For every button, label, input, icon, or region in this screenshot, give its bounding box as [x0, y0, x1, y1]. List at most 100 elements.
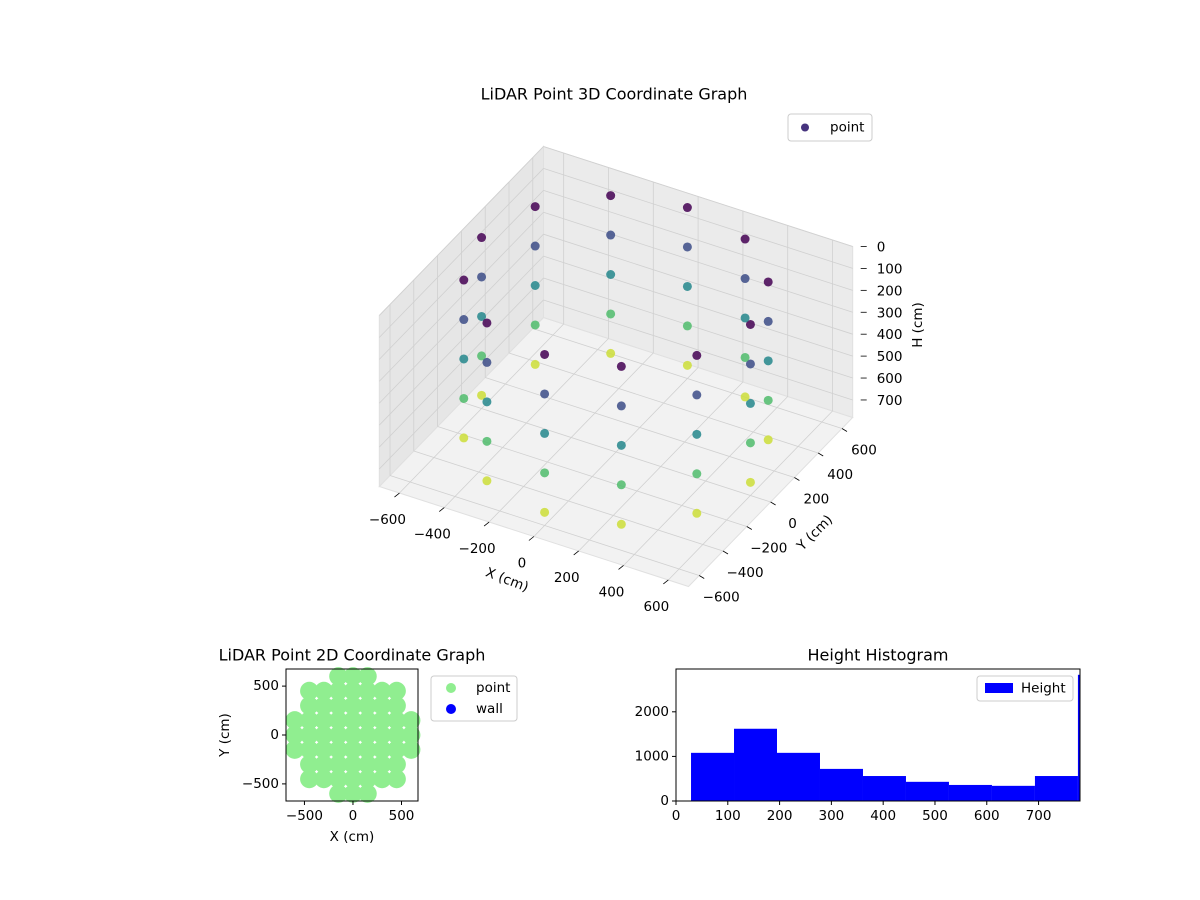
point [358, 681, 377, 701]
bar [991, 785, 1035, 801]
point [314, 725, 334, 745]
point [740, 274, 750, 284]
legend-label: point [830, 120, 864, 136]
x-tick-label: 700 [1026, 808, 1052, 824]
point [329, 784, 348, 803]
point [358, 725, 377, 745]
tick-mark [394, 492, 400, 498]
point [682, 203, 692, 213]
point [616, 361, 626, 371]
x-tick-label: 200 [767, 808, 793, 824]
tick-mark [699, 575, 705, 579]
y-tick-label: 400 [827, 467, 853, 483]
point [358, 755, 377, 774]
point [358, 740, 377, 759]
chart-title: LiDAR Point 3D Coordinate Graph [481, 85, 748, 104]
y-tick-label: 0 [270, 727, 279, 743]
point [343, 740, 363, 759]
point [387, 681, 406, 701]
point [343, 769, 363, 789]
point [401, 740, 421, 759]
grid-line [379, 190, 544, 360]
point [358, 711, 377, 730]
y-tick-label: 600 [851, 443, 877, 459]
point [329, 725, 348, 745]
chart-histogram: 0 100 200 300 400 500 600 700 0 1000 2000 Height Hi… [635, 646, 1081, 824]
z-tick-label: 0 [877, 240, 886, 256]
tick-mark [483, 521, 490, 527]
point [372, 696, 392, 715]
point [459, 433, 469, 443]
point [740, 234, 750, 244]
y-tick-label: 0 [788, 516, 797, 532]
point [300, 740, 319, 759]
x-tick-label: 300 [818, 808, 844, 824]
y-tick-label: 0 [660, 793, 669, 809]
tick-mark [794, 477, 800, 481]
bar [777, 752, 820, 801]
z-tick-label: 400 [877, 327, 903, 343]
point [459, 354, 469, 364]
point [763, 316, 773, 326]
z-tick-label: 700 [877, 393, 903, 409]
bar [1034, 776, 1078, 801]
point [314, 711, 334, 730]
point [540, 468, 550, 478]
point [482, 436, 492, 446]
point [530, 320, 540, 330]
point [459, 315, 469, 325]
point [692, 508, 702, 518]
y-tick-label: −400 [726, 565, 763, 581]
x-tick-label: 0 [672, 808, 681, 824]
bar [734, 728, 777, 801]
chart-2d: −500 0 500 −500 0 500 LiDAR Point 2D Coordinat… [217, 646, 518, 845]
point [285, 740, 304, 759]
grid-line [532, 328, 843, 429]
legend-marker [446, 683, 456, 693]
point [314, 696, 334, 715]
point [372, 740, 392, 759]
point [358, 769, 377, 789]
point [314, 769, 334, 789]
chart-3d: −600−400−2000200400600−600−400−200020040… [369, 85, 926, 615]
point [692, 390, 702, 400]
point [285, 725, 304, 745]
point [482, 318, 492, 328]
tick-mark [618, 565, 624, 570]
x-tick-label: −200 [459, 541, 496, 557]
y-axis-label: Y (cm) [217, 713, 233, 758]
point [343, 681, 363, 701]
point [530, 281, 540, 291]
z-tick-label: 100 [877, 261, 903, 277]
x-tick-label: 600 [643, 599, 669, 615]
point [482, 476, 492, 486]
point [763, 395, 773, 405]
point [314, 681, 334, 701]
point [387, 696, 406, 715]
point [477, 311, 487, 321]
point [692, 350, 702, 360]
point [745, 438, 755, 448]
legend-label: point [476, 680, 510, 696]
tick-mark [841, 428, 848, 432]
point [372, 711, 392, 730]
point [482, 357, 492, 367]
z-axis-label: H (cm) [910, 302, 926, 348]
x-tick-label: −400 [414, 527, 451, 543]
x-tick-label: 0 [518, 556, 527, 572]
point [329, 667, 348, 686]
point [740, 352, 750, 362]
grid-line [543, 277, 853, 379]
point [540, 428, 550, 438]
point [540, 389, 550, 399]
point [329, 740, 348, 759]
point [682, 281, 692, 291]
grid-line [543, 146, 853, 247]
point [343, 784, 363, 803]
point [477, 233, 487, 243]
tick-mark [770, 501, 776, 506]
bar [948, 784, 992, 801]
legend-label: wall [476, 701, 503, 717]
y-tick-label: −600 [703, 589, 740, 605]
point [343, 696, 363, 715]
